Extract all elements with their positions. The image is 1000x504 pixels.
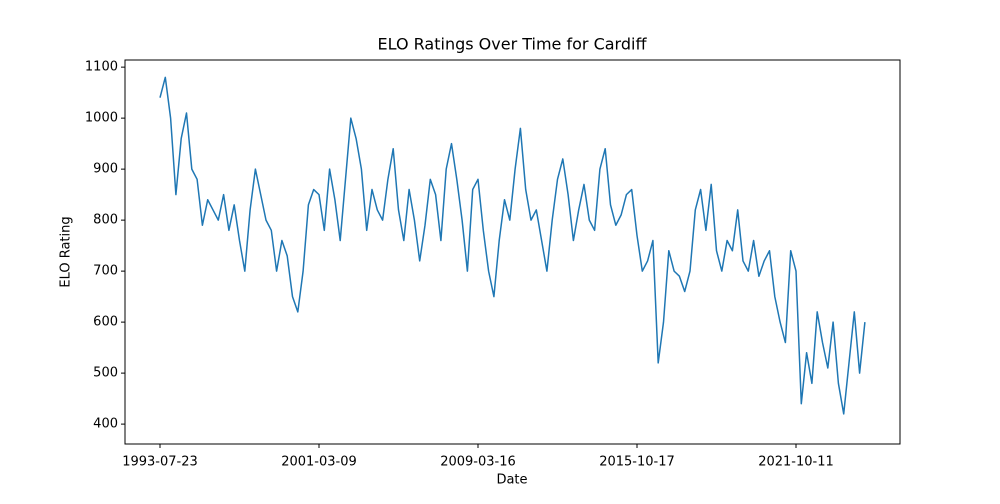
data-line: [159, 76, 866, 415]
x-tick-label: 1993-07-23: [122, 455, 198, 470]
y-tick-label: 500: [93, 366, 118, 381]
x-tick-label: 2015-10-17: [599, 455, 675, 470]
y-tick-label: 400: [93, 417, 118, 432]
x-tick-label: 2021-10-11: [758, 455, 834, 470]
x-axis-label: Date: [496, 473, 527, 488]
y-tick-label: 700: [93, 264, 118, 279]
x-tick-label: 2001-03-09: [281, 455, 357, 470]
y-tick-label: 800: [93, 213, 118, 228]
x-tick-label: 2009-03-16: [440, 455, 516, 470]
plot-frame: [124, 59, 901, 445]
chart-title: ELO Ratings Over Time for Cardiff: [378, 35, 648, 54]
y-tick-label: 1100: [85, 60, 118, 75]
y-tick-label: 600: [93, 315, 118, 330]
y-axis-label: ELO Rating: [59, 216, 74, 287]
y-tick-label: 900: [93, 162, 118, 177]
y-tick-label: 1000: [85, 111, 118, 126]
